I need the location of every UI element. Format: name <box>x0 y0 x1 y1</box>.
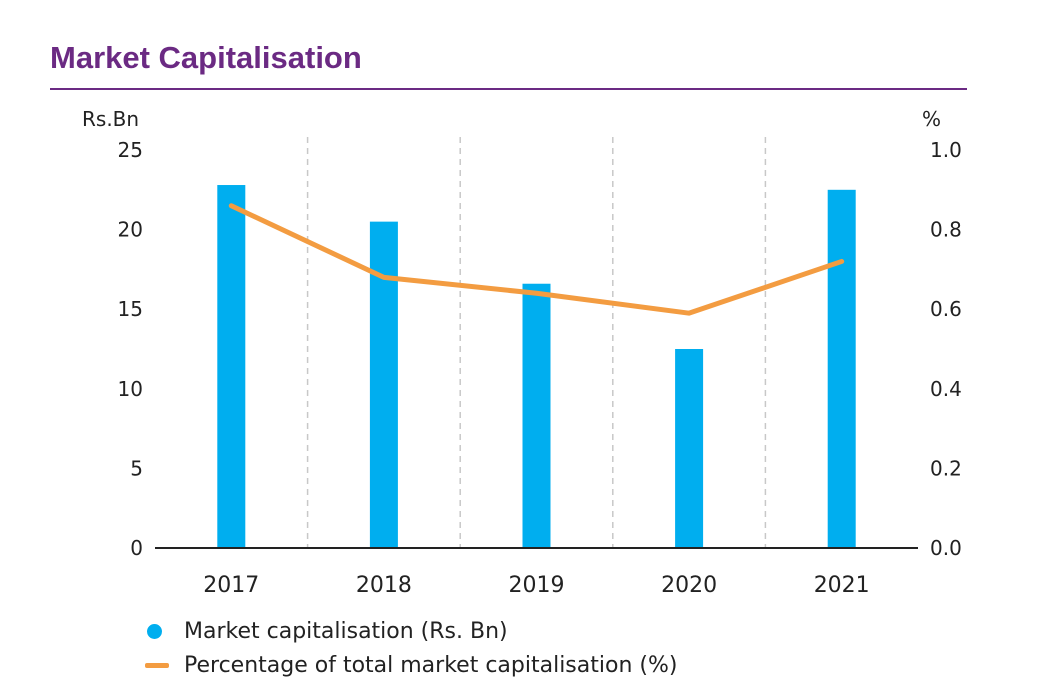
percentage-point-2021 <box>840 260 843 263</box>
left-tick-label: 10 <box>118 377 143 401</box>
left-axis-label: Rs.Bn <box>82 107 139 131</box>
title-divider <box>50 88 967 90</box>
percentage-point-2020 <box>688 312 691 315</box>
bar-2020 <box>675 349 704 548</box>
market-cap-chart: Rs.Bn % 0 5 10 15 20 25 0.0 0.2 0.4 0.6 0.8 1.0 2017 20… <box>82 107 962 598</box>
percentage-point-2017 <box>230 204 233 207</box>
right-tick-label: 0.8 <box>930 218 962 242</box>
x-tick-label: 2018 <box>356 573 412 598</box>
legend-item-market-cap: Market capitalisation (Rs. Bn) <box>145 614 677 648</box>
right-tick-label: 0.6 <box>930 297 962 321</box>
bar-2021 <box>827 189 856 549</box>
x-tick-label: 2019 <box>509 573 565 598</box>
legend-label-market-cap: Market capitalisation (Rs. Bn) <box>184 618 508 644</box>
percentage-point-2018 <box>382 276 385 279</box>
left-tick-label: 5 <box>130 456 143 480</box>
bar-2019 <box>522 283 551 548</box>
left-tick-label: 0 <box>130 536 143 560</box>
x-tick-label: 2017 <box>203 573 259 598</box>
legend-label-percentage: Percentage of total market capitalisatio… <box>184 652 678 678</box>
percentage-point-2019 <box>535 292 538 295</box>
legend-line-marker <box>145 662 169 668</box>
legend-bar-marker <box>147 623 162 639</box>
x-tick-label: 2021 <box>814 573 870 598</box>
x-tick-label: 2020 <box>661 573 717 598</box>
chart-title: Market Capitalisation <box>50 40 362 75</box>
right-tick-label: 0.4 <box>930 377 962 401</box>
right-tick-label: 0.2 <box>930 456 962 480</box>
legend: Market capitalisation (Rs. Bn) Percentag… <box>145 614 677 682</box>
left-tick-label: 25 <box>118 138 143 162</box>
legend-item-percentage: Percentage of total market capitalisatio… <box>145 648 677 682</box>
right-tick-label: 1.0 <box>930 138 962 162</box>
right-tick-label: 0.0 <box>930 536 962 560</box>
bar-2017 <box>217 185 246 549</box>
left-tick-label: 20 <box>118 218 143 242</box>
right-axis-label: % <box>922 107 941 131</box>
left-tick-label: 15 <box>118 297 143 321</box>
